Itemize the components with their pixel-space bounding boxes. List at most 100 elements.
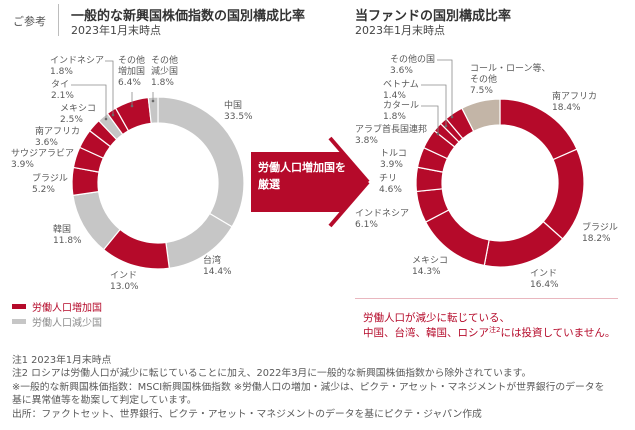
right-label-brazil: ブラジル 18.2% <box>582 223 618 245</box>
label-name: コール・ローン等、 その他 <box>470 64 551 85</box>
label-value: 1.8% <box>383 112 406 122</box>
left-leader-dots <box>104 99 155 121</box>
left-donut-slice-11 <box>147 96 159 125</box>
right-leader-dots <box>436 115 454 136</box>
label-name: 中国 <box>224 101 243 111</box>
right-label-uae: アラブ首長国連邦 3.8% <box>355 125 427 147</box>
right-label-chile: チリ 4.6% <box>379 174 402 196</box>
left-label-india: インド 13.0% <box>110 271 139 293</box>
leader-dot <box>130 104 134 108</box>
label-name: 南アフリカ <box>552 92 598 102</box>
legend-swatch-decrease <box>12 319 26 324</box>
label-value: 1.8% <box>50 67 73 77</box>
left-label-brazil: ブラジル 5.2% <box>32 174 68 196</box>
message-divider <box>355 298 618 299</box>
label-name: メキシコ <box>412 256 449 266</box>
right-label-south-africa: 南アフリカ 18.4% <box>552 92 597 114</box>
label-name: ブラジル <box>582 223 618 233</box>
label-name: 韓国 <box>53 225 72 235</box>
left-chart-subtitle: 2023年1月末時点 <box>71 24 161 37</box>
label-value: 14.4% <box>203 267 232 277</box>
leader-line-vietnam <box>421 84 447 126</box>
right-label-mexico: メキシコ 14.3% <box>412 256 448 278</box>
label-name: チリ <box>379 174 398 184</box>
left-label-other-decrease: その他 減少国 1.8% <box>151 56 178 89</box>
legend-label-decrease: 労働人口減少国 <box>32 318 102 329</box>
label-name: ブラジル <box>32 174 68 184</box>
label-name: インドネシア <box>355 209 410 219</box>
leader-dot <box>450 115 454 119</box>
arrow-text-line2: 厳選 <box>258 178 280 191</box>
footnote-1: 注1 2023年1月末時点 <box>12 355 112 366</box>
label-value: 3.9% <box>11 160 34 170</box>
right-chart-subtitle: 2023年1月末時点 <box>355 24 445 37</box>
left-label-taiwan: 台湾 14.4% <box>203 256 232 278</box>
right-label-call-loan-other: コール・ローン等、 その他 7.5% <box>470 64 551 97</box>
arrow-text: 労働人口増加国を 厳選 <box>258 159 346 193</box>
right-label-turkey: トルコ 3.9% <box>380 149 407 171</box>
label-value: 18.2% <box>582 234 611 244</box>
label-value: 13.0% <box>110 282 139 292</box>
left-label-mexico: メキシコ 2.5% <box>60 104 96 126</box>
right-donut-slice-1 <box>542 148 585 240</box>
legend-label-increase: 労働人口増加国 <box>32 303 102 314</box>
message-line2-countries: 中国、台湾、韓国、ロシア <box>363 327 489 339</box>
left-label-indonesia: インドネシア 1.8% <box>50 56 104 78</box>
footnote-4: 基に異常値等を勘案して判定しています。 <box>12 395 197 407</box>
legend-swatch-increase <box>12 304 26 309</box>
label-name: ベトナム <box>383 80 419 90</box>
right-label-qatar: カタール 1.8% <box>383 101 419 123</box>
label-value: 6.1% <box>355 220 378 230</box>
message-line2: 中国、台湾、韓国、ロシア注2には投資していません。 <box>363 325 615 340</box>
right-chart-title: 当ファンドの国別構成比率 <box>355 9 512 24</box>
label-value: 33.5% <box>224 112 253 122</box>
label-name: インドネシア <box>50 56 105 66</box>
arrow-head-lower <box>328 180 370 228</box>
label-value: 3.6% <box>35 138 58 148</box>
label-value: 6.4% <box>118 78 141 88</box>
leader-dot <box>444 124 448 128</box>
leader-line-other-countries <box>437 59 453 117</box>
label-name: メキシコ <box>60 104 97 114</box>
label-value: 5.2% <box>32 185 55 195</box>
leader-line-qatar <box>421 105 439 134</box>
arrow-text-line1: 労働人口増加国を <box>258 161 346 174</box>
leader-line-indonesia <box>105 60 114 115</box>
left-leader-lines <box>71 60 154 119</box>
label-value: 11.8% <box>53 236 82 246</box>
label-value: 3.8% <box>355 136 378 146</box>
label-name: サウジアラビア <box>11 149 75 159</box>
arrow-body <box>251 152 368 212</box>
left-label-korea: 韓国 11.8% <box>53 225 82 247</box>
label-value: 18.4% <box>552 103 581 113</box>
leader-dot <box>111 113 115 117</box>
message-line2-tail: には投資していません。 <box>500 327 616 339</box>
message-line1: 労働人口が減少に転じている、 <box>363 312 510 324</box>
left-label-china: 中国 33.5% <box>224 101 253 123</box>
left-label-south-africa: 南アフリカ 3.6% <box>35 127 80 149</box>
legend-item-increase: 労働人口増加国 <box>12 299 102 314</box>
right-label-vietnam: ベトナム 1.4% <box>383 80 419 102</box>
footnote-3: ※一般的な新興国株価指数：MSCI新興国株価指数 ※労働人口の増加・減少は、ピク… <box>12 381 605 393</box>
left-label-thailand: タイ 2.1% <box>51 80 74 102</box>
label-value: 16.4% <box>530 280 559 290</box>
right-label-indonesia: インドネシア 6.1% <box>355 209 409 231</box>
label-name: その他 減少国 <box>151 56 179 77</box>
label-value: 2.1% <box>51 91 74 101</box>
leader-line-thailand <box>71 84 107 119</box>
label-name: アラブ首長国連邦 <box>355 125 428 135</box>
label-value: 3.9% <box>380 160 403 170</box>
leader-dot <box>151 99 155 103</box>
left-donut-chart <box>71 96 245 270</box>
label-value: 4.6% <box>379 185 402 195</box>
label-name: その他の国 <box>390 55 436 65</box>
label-name: 南アフリカ <box>35 127 81 137</box>
message-note-ref: 注2 <box>489 326 501 334</box>
label-name: その他 増加国 <box>118 56 146 77</box>
label-value: 2.5% <box>60 115 83 125</box>
footnotes: 注1 2023年1月末時点 注2 ロシアは労働人口が減少に転じていることに加え、… <box>12 354 632 421</box>
legend-item-decrease: 労働人口減少国 <box>12 314 102 329</box>
label-value: 1.8% <box>151 78 174 88</box>
selection-arrow <box>251 136 370 228</box>
